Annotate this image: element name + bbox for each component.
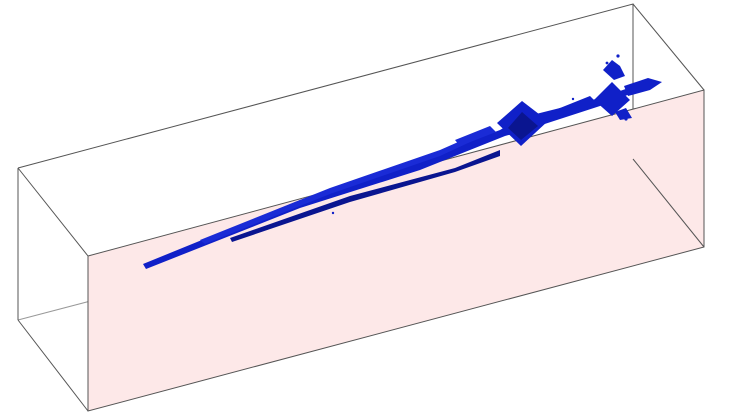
box-depth-edge-top-left bbox=[17, 167, 89, 257]
filament-right-spur-top bbox=[603, 60, 625, 80]
filament-speck bbox=[331, 211, 335, 215]
filament-right-diamond bbox=[594, 82, 630, 116]
filament-upper-branch bbox=[455, 126, 496, 146]
box-back-face-outline bbox=[17, 3, 634, 169]
box-depth-edge-bottom-left bbox=[17, 319, 89, 412]
filament-middle-knot bbox=[555, 96, 596, 118]
filament-right-spur-bottom bbox=[615, 108, 632, 120]
filament-trunk-upper-fringe bbox=[200, 128, 494, 244]
filament-speck bbox=[571, 97, 575, 101]
filament-speck bbox=[616, 54, 620, 58]
filament-trunk-lower-fringe bbox=[230, 150, 500, 242]
box-depth-edge-bottom-right bbox=[632, 158, 705, 248]
filament-right-tip bbox=[624, 78, 662, 96]
filament-diamond-shadow bbox=[508, 112, 538, 140]
filament-speck bbox=[586, 104, 590, 108]
box-depth-edge-top-right bbox=[632, 3, 705, 91]
blue-filament-structure bbox=[143, 54, 662, 269]
filament-speck bbox=[624, 117, 628, 121]
filament-speck bbox=[605, 61, 609, 65]
